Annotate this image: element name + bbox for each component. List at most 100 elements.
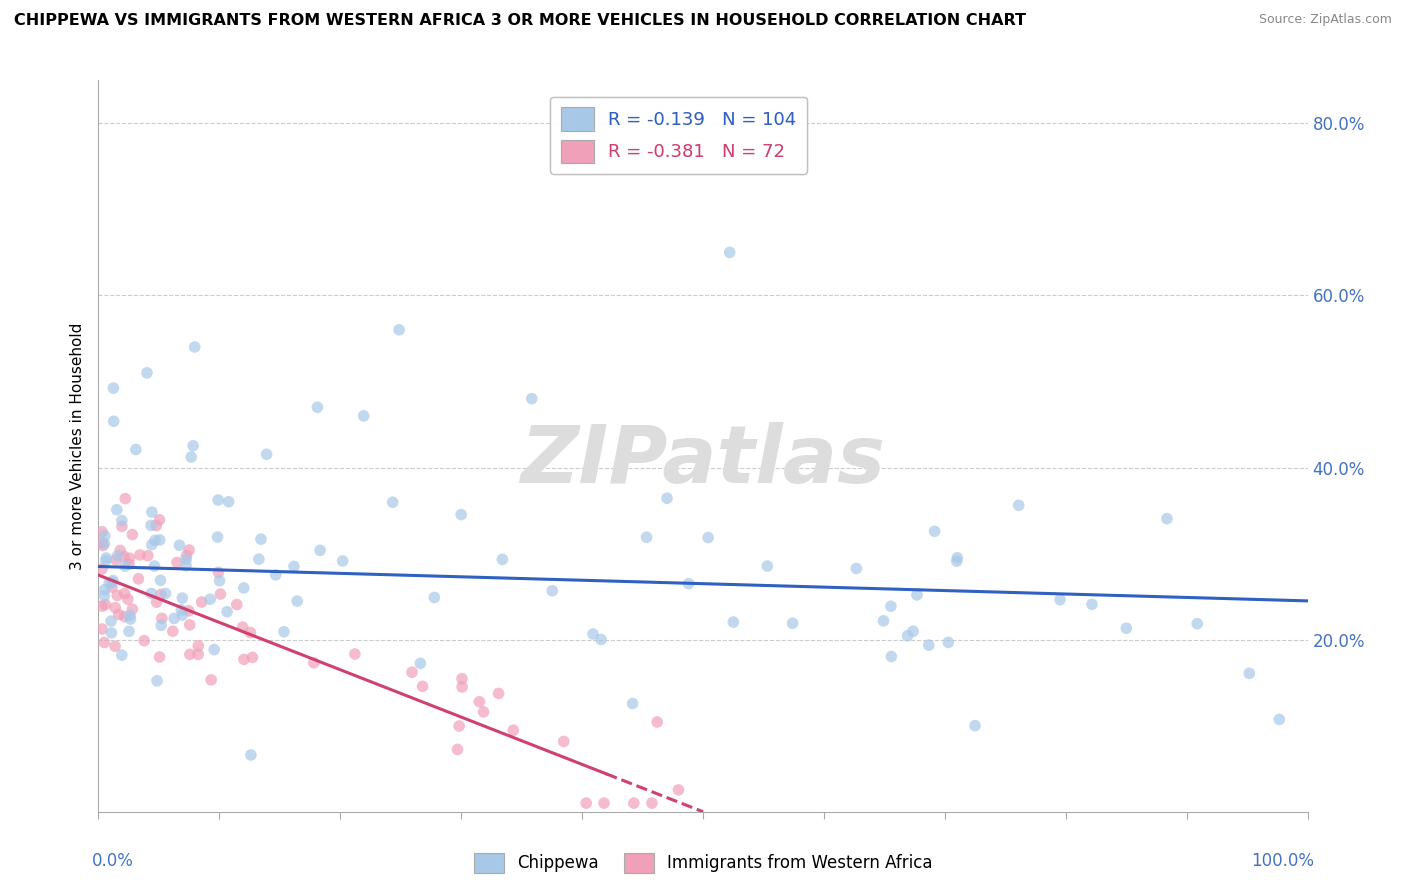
Point [110, 543, 132, 558]
Point [114, 609, 136, 624]
Point [332, 554, 354, 568]
Point [896, 629, 918, 643]
Point [491, 552, 513, 566]
Point [183, 340, 205, 354]
Point [146, 673, 169, 688]
Point [756, 559, 779, 574]
Point [217, 605, 239, 619]
Point [273, 624, 295, 639]
Point [283, 559, 305, 574]
Point [553, 734, 575, 748]
Point [145, 595, 167, 609]
Point [149, 533, 172, 547]
Point [107, 607, 129, 622]
Point [91, 524, 114, 539]
Text: Source: ZipAtlas.com: Source: ZipAtlas.com [1258, 13, 1392, 27]
Point [593, 796, 616, 810]
Y-axis label: 3 or more Vehicles in Household: 3 or more Vehicles in Household [70, 322, 86, 570]
Point [114, 559, 136, 574]
Point [905, 588, 928, 602]
Point [309, 543, 332, 558]
Text: 100.0%: 100.0% [1250, 852, 1313, 870]
Point [1187, 616, 1209, 631]
Point [1156, 511, 1178, 525]
Point [924, 524, 946, 539]
Point [250, 532, 273, 546]
Point [880, 649, 903, 664]
Point [148, 513, 170, 527]
Point [141, 586, 163, 600]
Point [187, 639, 209, 653]
Point [582, 627, 605, 641]
Point [143, 533, 166, 548]
Point [468, 695, 491, 709]
Point [134, 633, 156, 648]
Point [202, 642, 225, 657]
Point [105, 589, 128, 603]
Point [636, 530, 658, 544]
Point [129, 548, 152, 562]
Point [918, 638, 941, 652]
Point [256, 447, 278, 461]
Point [488, 686, 510, 700]
Point [388, 323, 411, 337]
Point [190, 595, 212, 609]
Point [105, 502, 128, 516]
Point [302, 656, 325, 670]
Point [232, 620, 254, 634]
Point [451, 672, 474, 686]
Point [381, 495, 404, 509]
Point [449, 719, 471, 733]
Point [177, 604, 200, 618]
Point [1008, 498, 1031, 512]
Point [901, 624, 924, 639]
Point [94, 598, 117, 612]
Point [450, 508, 472, 522]
Point [172, 608, 194, 623]
Point [117, 592, 139, 607]
Point [118, 608, 141, 623]
Point [103, 414, 125, 428]
Point [936, 635, 959, 649]
Point [93, 537, 115, 551]
Point [945, 554, 967, 568]
Point [94, 554, 117, 568]
Point [125, 442, 148, 457]
Point [209, 587, 232, 601]
Point [101, 574, 124, 588]
Point [239, 625, 262, 640]
Point [181, 439, 204, 453]
Point [200, 673, 222, 687]
Point [155, 586, 177, 600]
Text: CHIPPEWA VS IMMIGRANTS FROM WESTERN AFRICA 3 OR MORE VEHICLES IN HOUSEHOLD CORRE: CHIPPEWA VS IMMIGRANTS FROM WESTERN AFRI… [14, 13, 1026, 29]
Point [880, 599, 903, 614]
Point [91, 599, 114, 613]
Legend: Chippewa, Immigrants from Western Africa: Chippewa, Immigrants from Western Africa [467, 847, 939, 880]
Point [1081, 598, 1104, 612]
Point [723, 615, 745, 629]
Point [136, 366, 159, 380]
Point [112, 549, 135, 564]
Point [120, 612, 142, 626]
Point [174, 552, 197, 566]
Point [103, 381, 125, 395]
Point [118, 551, 141, 566]
Point [207, 493, 229, 508]
Point [98, 576, 121, 591]
Point [101, 580, 124, 594]
Point [141, 538, 163, 552]
Point [163, 611, 186, 625]
Point [1115, 621, 1137, 635]
Point [1049, 592, 1071, 607]
Point [264, 567, 287, 582]
Point [621, 697, 644, 711]
Point [100, 614, 122, 628]
Point [589, 632, 612, 647]
Point [247, 552, 270, 566]
Point [655, 491, 678, 506]
Point [718, 245, 741, 260]
Point [502, 723, 524, 738]
Point [107, 549, 129, 563]
Point [143, 559, 166, 574]
Point [118, 558, 141, 572]
